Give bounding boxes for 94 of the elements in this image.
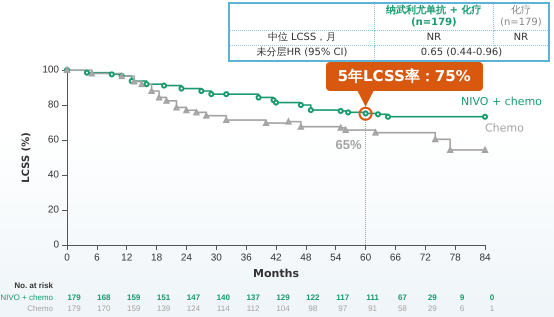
text: 29 — [426, 293, 438, 302]
text: Chemo — [27, 304, 53, 313]
text: 化疗 — [510, 5, 532, 17]
point — [384, 114, 391, 120]
point — [198, 88, 204, 94]
y-tick-label: 100 — [42, 64, 60, 76]
x-tick-label: 48 — [300, 252, 312, 264]
point — [144, 81, 150, 88]
x-tick-label: 36 — [240, 252, 252, 264]
x-axis-title: Months — [253, 266, 300, 280]
y-tick-label: 20 — [48, 204, 60, 216]
text: 147 — [186, 293, 202, 302]
text: 137 — [245, 293, 261, 302]
x-tick-label: 30 — [210, 252, 222, 264]
point — [338, 108, 344, 114]
point — [173, 104, 180, 110]
text: 139 — [156, 304, 172, 313]
text: 未分层HR (95% CI) — [229, 46, 374, 61]
text: 97 — [337, 304, 348, 313]
text: 151 — [156, 293, 172, 302]
text: 9 — [458, 293, 466, 302]
point — [256, 94, 262, 100]
y-tick-label: 80 — [48, 100, 60, 110]
text: NR — [493, 30, 549, 46]
text: 140 — [216, 293, 231, 302]
point — [345, 109, 352, 116]
x-tick-label: 66 — [390, 252, 402, 264]
text: No. at risk — [14, 281, 53, 290]
y-axis-title: LCSS (%) — [20, 132, 32, 183]
point — [161, 82, 168, 89]
series-label: NIVO + chemo — [461, 95, 542, 108]
point — [308, 107, 314, 114]
text: 112 — [246, 304, 261, 313]
series-label: Chemo — [485, 121, 524, 134]
text: 159 — [126, 304, 142, 313]
text: 1 — [488, 304, 496, 313]
text: 117 — [335, 293, 350, 302]
text: 中位 LCSS，月 — [229, 30, 374, 46]
point — [156, 94, 162, 100]
x-tick-label: 78 — [450, 252, 462, 264]
text: 111 — [365, 293, 380, 302]
point — [84, 70, 90, 76]
text: NR — [374, 30, 494, 46]
point — [298, 124, 304, 130]
text: (n=179) — [499, 17, 543, 29]
x-tick-label: 60 — [360, 252, 372, 264]
x-tick-label: 12 — [121, 252, 133, 264]
text: NIVO + chemo — [0, 293, 53, 302]
point — [108, 71, 115, 78]
x-tick-label: 24 — [180, 252, 192, 264]
y-tick-label: 0 — [53, 240, 60, 250]
text: 29 — [426, 304, 438, 313]
text: 179 — [66, 293, 82, 302]
text: 114 — [216, 304, 231, 313]
x-tick-label: 6 — [94, 252, 100, 264]
text: 159 — [126, 293, 142, 302]
text: (n=179) — [410, 17, 458, 29]
x-tick-label: 18 — [151, 252, 163, 264]
y-tick-label: 60 — [48, 134, 60, 146]
text: 58 — [396, 304, 408, 313]
y-tick-label: 40 — [48, 170, 60, 180]
text: 170 — [96, 304, 112, 313]
x-tick-label: 72 — [420, 252, 432, 264]
text: 纳武利尤单抗 + 化疗 — [384, 5, 483, 17]
point — [375, 111, 382, 118]
x-tick-label: 84 — [479, 252, 491, 264]
text: 124 — [186, 304, 202, 313]
text: 67 — [396, 293, 408, 302]
text: 122 — [305, 293, 321, 302]
annotation: 65% — [336, 137, 362, 152]
text: 168 — [96, 293, 112, 302]
text: 0.65 (0.44-0.96) — [374, 46, 549, 61]
point — [298, 102, 304, 108]
point — [482, 114, 488, 120]
point — [223, 117, 230, 124]
text: 129 — [275, 293, 291, 302]
point — [208, 91, 214, 98]
text: 179 — [66, 304, 82, 313]
text: 98 — [307, 304, 318, 313]
x-tick-label: 54 — [330, 252, 342, 264]
text: 91 — [367, 304, 378, 313]
text: 0 — [488, 293, 496, 302]
point — [178, 86, 184, 92]
x-tick-label: 0 — [64, 252, 70, 264]
point — [148, 88, 155, 94]
point — [447, 146, 454, 153]
point — [223, 91, 230, 98]
x-tick-label: 42 — [270, 252, 282, 264]
text: 6 — [458, 304, 466, 313]
point — [432, 136, 438, 142]
point — [273, 100, 279, 106]
point — [203, 112, 210, 119]
text: 104 — [275, 304, 291, 313]
point — [131, 78, 138, 85]
